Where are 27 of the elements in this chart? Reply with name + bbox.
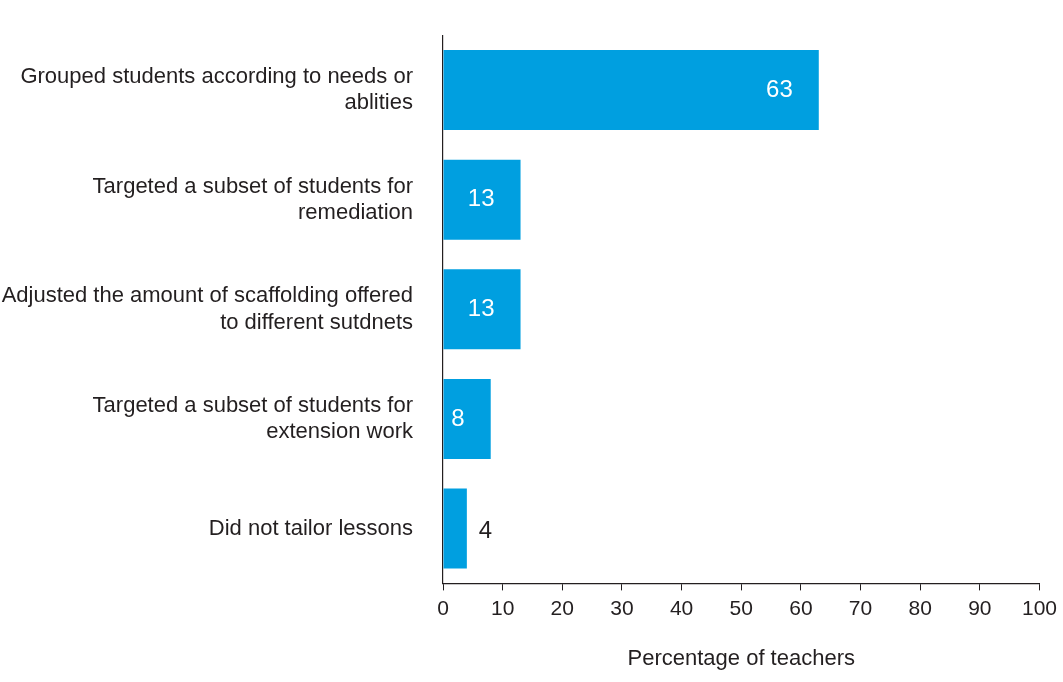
y-tick-label: Adjusted the amount of scaffolding offered to different sutdnets: [1, 282, 413, 334]
data-label: 8: [451, 403, 465, 431]
x-tick-label: 70: [848, 595, 873, 619]
data-label: 13: [467, 184, 495, 212]
data-label: 13: [467, 293, 495, 321]
data-label: 4: [478, 516, 493, 544]
bar: [443, 159, 521, 240]
y-tick-label: Targeted a subset of students for remediation: [92, 172, 413, 224]
x-tick-label: 30: [610, 595, 634, 619]
x-tick-label: 20: [550, 595, 574, 619]
bar: [443, 269, 521, 350]
x-tick-label: 50: [729, 595, 753, 619]
x-axis-title: Percentage of teachers: [627, 644, 855, 670]
bar: [443, 488, 467, 569]
x-tick-label: 90: [968, 595, 992, 619]
x-tick-label: 100: [1021, 595, 1057, 619]
y-tick-label: Grouped students according to needs or ablities: [20, 62, 413, 115]
y-tick-label: Did not tailor lessons: [208, 514, 413, 540]
x-tick-label: 80: [908, 595, 932, 619]
x-tick-label: 0: [437, 595, 449, 619]
bar: [443, 50, 819, 131]
x-tick-label: 40: [669, 595, 694, 619]
x-tick-label: 60: [789, 595, 813, 619]
data-label: 63: [766, 74, 793, 102]
bar: [443, 378, 491, 459]
x-tick-label: 10: [490, 595, 515, 619]
y-tick-label: Targeted a subset of students for extension work: [92, 391, 414, 444]
